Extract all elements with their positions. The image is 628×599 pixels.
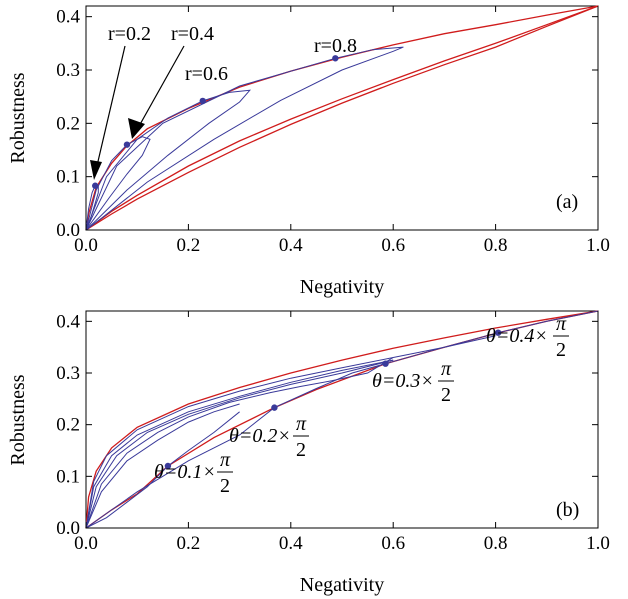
arrow-r02-head	[90, 160, 102, 180]
annotation-r08: r=0.8	[314, 35, 357, 57]
annotation-r06: r=0.6	[185, 63, 228, 85]
boundary-curve-upper	[85, 310, 599, 529]
y-tick-label: 0.3	[56, 60, 80, 81]
theta-label-1-prefix: θ=0.1×	[154, 461, 216, 483]
family-curve-1	[85, 403, 240, 529]
x-tick-label: 0.4	[279, 235, 303, 256]
theta-label-4: θ=0.4× π 2	[486, 313, 569, 361]
loop-point-1	[92, 182, 99, 189]
panel-a: 0.0 0.2 0.4 0.6 0.8 1.0 0.0 0.1 0.2 0.3 0.4 Negat…	[7, 5, 610, 298]
theta-label-4-prefix: θ=0.4×	[486, 325, 548, 347]
family-curve-6	[85, 411, 240, 529]
family-curve-2	[85, 357, 394, 529]
theta-label-4-den: 2	[556, 339, 566, 361]
x-tick-label: 0.4	[279, 533, 303, 554]
theta-point-1	[164, 462, 172, 470]
theta-point-4	[494, 329, 502, 336]
arrow-r04-head	[128, 118, 145, 139]
theta-label-2-pi: π	[296, 413, 307, 435]
loop-point-3	[199, 97, 206, 105]
x-tick-label: 0.6	[381, 235, 405, 256]
annotation-r04: r=0.4	[171, 23, 214, 45]
theta-point-2	[271, 404, 278, 411]
y-tick-label: 0.0	[56, 220, 80, 241]
panel-b-frame	[85, 310, 599, 529]
x-tick-label: 0.6	[381, 533, 405, 554]
panel-label-b: (b)	[556, 499, 579, 521]
theta-label-2-den: 2	[296, 439, 306, 461]
theta-label-2: θ=0.2× π 2	[229, 413, 309, 461]
x-axis-title-b: Negativity	[300, 574, 384, 596]
boundary-curve-lower	[85, 5, 599, 231]
x-tick-label: 1.0	[586, 533, 610, 554]
theta-point-3	[382, 360, 389, 367]
y-axis-title-a: Robustness	[7, 72, 29, 163]
x-tick-label: 0.8	[484, 235, 508, 256]
panel-a-frame	[85, 5, 599, 231]
x-tick-label: 0.0	[74, 235, 98, 256]
loop-curve-2	[85, 136, 151, 231]
arrow-r02-shaft	[95, 45, 126, 171]
y-tick-label: 0.4	[56, 7, 80, 28]
y-tick-label: 0.4	[56, 311, 80, 332]
x-tick-label: 0.2	[177, 533, 201, 554]
theta-label-3-prefix: θ=0.3×	[372, 370, 434, 392]
loop-point-2	[123, 141, 131, 148]
theta-label-1: θ=0.1× π 2	[154, 449, 233, 497]
family-curve-3	[85, 359, 394, 529]
panel-b: 0.0 0.2 0.4 0.6 0.8 1.0 0.0 0.1 0.2 0.3 0.4 Negat…	[7, 310, 610, 596]
family-curve-5	[85, 335, 496, 529]
theta-label-3-pi: π	[441, 358, 452, 380]
loop-curve-3	[85, 89, 252, 231]
family-curve-4	[85, 359, 394, 529]
x-axis-title-a: Negativity	[300, 276, 384, 298]
theta-label-1-pi: π	[220, 449, 231, 471]
x-tick-label: 0.8	[484, 533, 508, 554]
panel-label-a: (a)	[556, 191, 578, 213]
theta-label-4-pi: π	[556, 313, 567, 335]
y-tick-label: 0.2	[56, 113, 80, 134]
y-tick-label: 0.2	[56, 415, 80, 436]
y-axis-title-b: Robustness	[7, 374, 29, 465]
y-tick-label: 0.1	[56, 466, 80, 487]
theta-label-1-den: 2	[220, 475, 230, 497]
x-tick-label: 0.2	[177, 235, 201, 256]
arrow-r04-shaft	[137, 45, 185, 129]
annotation-r02: r=0.2	[108, 23, 151, 45]
boundary-curve-lower2	[85, 5, 599, 231]
loop-point-4	[332, 55, 339, 62]
y-tick-label: 0.1	[56, 167, 80, 188]
x-tick-label: 1.0	[586, 235, 610, 256]
y-tick-label: 0.3	[56, 363, 80, 384]
theta-label-2-prefix: θ=0.2×	[229, 425, 291, 447]
theta-label-3: θ=0.3× π 2	[372, 358, 454, 406]
theta-label-3-den: 2	[441, 384, 451, 406]
y-tick-label: 0.0	[56, 518, 80, 539]
x-tick-label: 0.0	[74, 533, 98, 554]
loop-curve-4	[85, 46, 404, 231]
